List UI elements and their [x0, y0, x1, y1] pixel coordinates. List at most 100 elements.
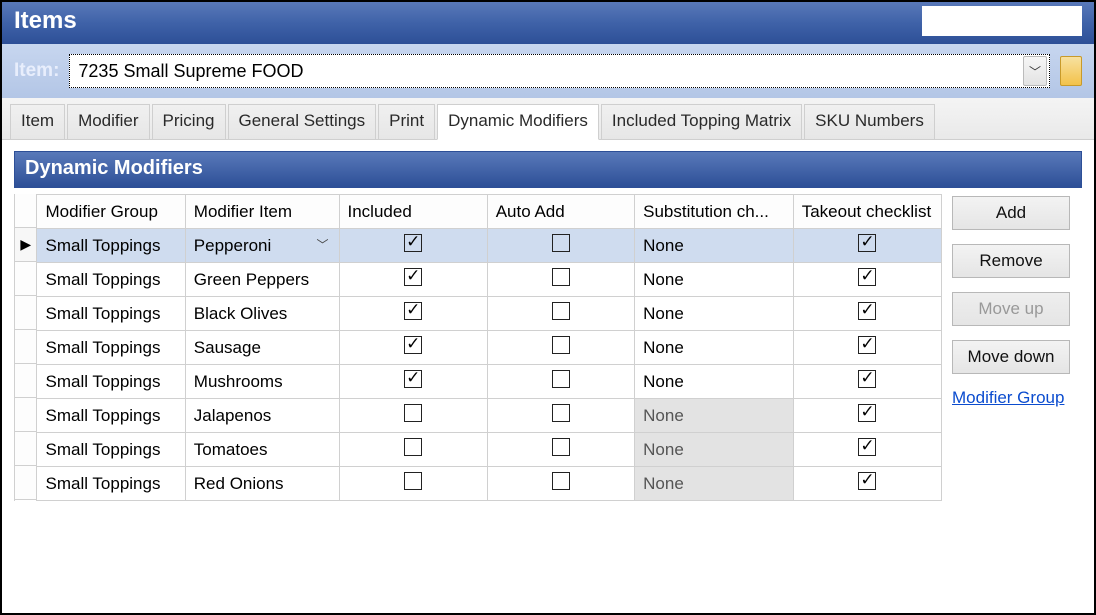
checkbox-icon[interactable] — [858, 336, 876, 354]
cell-modifier-item[interactable]: Sausage — [185, 331, 339, 365]
cell-modifier-group[interactable]: Small Toppings — [37, 297, 185, 331]
row-selector[interactable]: ▶ — [15, 228, 36, 262]
cell-substitution[interactable]: None — [635, 399, 794, 433]
checkbox-icon[interactable] — [858, 438, 876, 456]
cell-auto-add[interactable] — [487, 433, 634, 467]
cell-takeout[interactable] — [793, 331, 941, 365]
checkbox-icon[interactable] — [858, 472, 876, 490]
row-selector[interactable] — [15, 296, 36, 330]
cell-modifier-item[interactable]: Pepperoni﹀ — [185, 229, 339, 263]
row-selector[interactable] — [15, 262, 36, 296]
cell-takeout[interactable] — [793, 433, 941, 467]
col-header[interactable]: Included — [339, 195, 487, 229]
add-button[interactable]: Add — [952, 196, 1070, 230]
cell-included[interactable] — [339, 365, 487, 399]
title-searchbox[interactable] — [922, 6, 1082, 36]
cell-modifier-group[interactable]: Small Toppings — [37, 399, 185, 433]
checkbox-icon[interactable] — [552, 234, 570, 252]
item-edit-icon[interactable] — [1060, 56, 1082, 86]
cell-included[interactable] — [339, 467, 487, 501]
cell-included[interactable] — [339, 433, 487, 467]
checkbox-icon[interactable] — [404, 268, 422, 286]
tab-print[interactable]: Print — [378, 104, 435, 140]
cell-substitution[interactable]: None — [635, 467, 794, 501]
move-up-button[interactable]: Move up — [952, 292, 1070, 326]
cell-modifier-group[interactable]: Small Toppings — [37, 365, 185, 399]
cell-included[interactable] — [339, 399, 487, 433]
chevron-down-icon[interactable]: ﹀ — [1023, 56, 1047, 86]
cell-takeout[interactable] — [793, 263, 941, 297]
col-header[interactable]: Modifier Item — [185, 195, 339, 229]
cell-included[interactable] — [339, 297, 487, 331]
table-row[interactable]: Small ToppingsSausage None — [37, 331, 942, 365]
cell-included[interactable] — [339, 263, 487, 297]
cell-modifier-group[interactable]: Small Toppings — [37, 331, 185, 365]
checkbox-icon[interactable] — [552, 404, 570, 422]
checkbox-icon[interactable] — [858, 404, 876, 422]
table-row[interactable]: Small ToppingsJalapenos None — [37, 399, 942, 433]
row-selector[interactable] — [15, 330, 36, 364]
row-selector[interactable] — [15, 364, 36, 398]
cell-modifier-item[interactable]: Tomatoes — [185, 433, 339, 467]
checkbox-icon[interactable] — [552, 472, 570, 490]
tab-dynamic-modifiers[interactable]: Dynamic Modifiers — [437, 104, 599, 140]
checkbox-icon[interactable] — [858, 302, 876, 320]
cell-modifier-group[interactable]: Small Toppings — [37, 263, 185, 297]
checkbox-icon[interactable] — [552, 370, 570, 388]
row-selector[interactable] — [15, 432, 36, 466]
cell-modifier-item[interactable]: Jalapenos — [185, 399, 339, 433]
chevron-down-icon[interactable]: ﹀ — [316, 236, 330, 253]
cell-auto-add[interactable] — [487, 331, 634, 365]
checkbox-icon[interactable] — [404, 302, 422, 320]
cell-modifier-item[interactable]: Mushrooms — [185, 365, 339, 399]
checkbox-icon[interactable] — [858, 370, 876, 388]
cell-takeout[interactable] — [793, 229, 941, 263]
cell-included[interactable] — [339, 331, 487, 365]
cell-auto-add[interactable] — [487, 263, 634, 297]
checkbox-icon[interactable] — [858, 234, 876, 252]
cell-substitution[interactable]: None — [635, 331, 794, 365]
table-row[interactable]: Small ToppingsRed Onions None — [37, 467, 942, 501]
col-header[interactable]: Auto Add — [487, 195, 634, 229]
tab-item[interactable]: Item — [10, 104, 65, 140]
checkbox-icon[interactable] — [552, 438, 570, 456]
cell-modifier-group[interactable]: Small Toppings — [37, 433, 185, 467]
checkbox-icon[interactable] — [404, 336, 422, 354]
table-row[interactable]: Small ToppingsBlack Olives None — [37, 297, 942, 331]
remove-button[interactable]: Remove — [952, 244, 1070, 278]
cell-included[interactable] — [339, 229, 487, 263]
tab-general-settings[interactable]: General Settings — [228, 104, 377, 140]
cell-modifier-group[interactable]: Small Toppings — [37, 229, 185, 263]
table-row[interactable]: Small ToppingsGreen PeppersNone — [37, 263, 942, 297]
tab-included-topping-matrix[interactable]: Included Topping Matrix — [601, 104, 802, 140]
cell-modifier-item[interactable]: Black Olives — [185, 297, 339, 331]
cell-auto-add[interactable] — [487, 297, 634, 331]
cell-takeout[interactable] — [793, 399, 941, 433]
cell-takeout[interactable] — [793, 297, 941, 331]
checkbox-icon[interactable] — [404, 234, 422, 252]
move-down-button[interactable]: Move down — [952, 340, 1070, 374]
cell-takeout[interactable] — [793, 467, 941, 501]
cell-takeout[interactable] — [793, 365, 941, 399]
col-header[interactable]: Substitution ch... — [635, 195, 794, 229]
cell-substitution[interactable]: None — [635, 433, 794, 467]
checkbox-icon[interactable] — [858, 268, 876, 286]
cell-auto-add[interactable] — [487, 399, 634, 433]
tab-sku-numbers[interactable]: SKU Numbers — [804, 104, 935, 140]
table-row[interactable]: Small ToppingsPepperoni﹀ None — [37, 229, 942, 263]
cell-modifier-group[interactable]: Small Toppings — [37, 467, 185, 501]
cell-substitution[interactable]: None — [635, 297, 794, 331]
cell-auto-add[interactable] — [487, 229, 634, 263]
col-header[interactable]: Modifier Group — [37, 195, 185, 229]
cell-auto-add[interactable] — [487, 365, 634, 399]
cell-substitution[interactable]: None — [635, 365, 794, 399]
item-combobox[interactable]: 7235 Small Supreme FOOD ﹀ — [69, 54, 1050, 88]
cell-substitution[interactable]: None — [635, 229, 794, 263]
checkbox-icon[interactable] — [404, 472, 422, 490]
cell-modifier-item[interactable]: Red Onions — [185, 467, 339, 501]
row-selector[interactable] — [15, 466, 36, 500]
checkbox-icon[interactable] — [552, 302, 570, 320]
checkbox-icon[interactable] — [552, 268, 570, 286]
cell-substitution[interactable]: None — [635, 263, 794, 297]
checkbox-icon[interactable] — [404, 370, 422, 388]
